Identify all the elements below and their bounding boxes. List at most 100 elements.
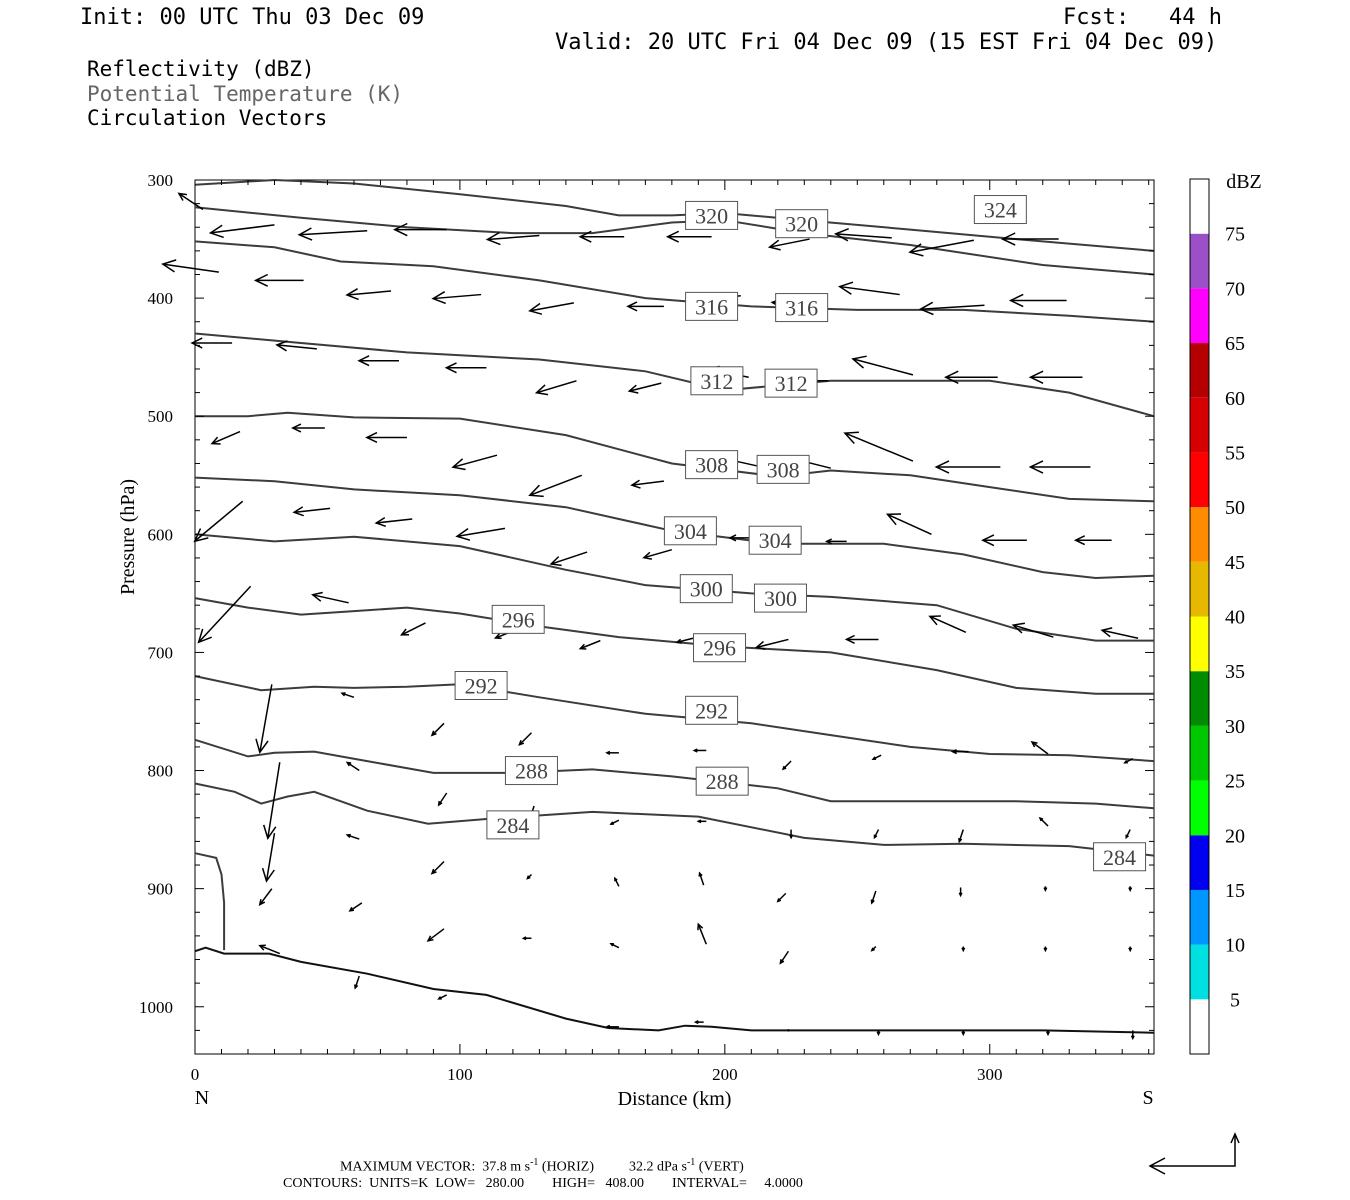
- contour-label-text: 284: [1103, 845, 1136, 870]
- colorbar-segment: [1190, 944, 1209, 1000]
- x-axis: 0 100 200 300 N S Distance (km): [191, 180, 1154, 1110]
- x-end-label-south: S: [1142, 1087, 1153, 1109]
- vector-head: [430, 868, 437, 875]
- vector-shaft: [929, 615, 967, 634]
- vector-head: [958, 837, 963, 844]
- circulation-vector: [534, 380, 577, 396]
- theta-contour-line: [194, 675, 1155, 763]
- vector-shaft: [346, 290, 392, 296]
- contours-info: CONTOURS: UNITS=K LOW= 280.00 HIGH= 408.…: [283, 1176, 803, 1191]
- contour-label: 304: [663, 516, 717, 546]
- circulation-vector: [908, 239, 974, 257]
- forecast-hour: Fcst: 44 h: [1063, 5, 1222, 30]
- circulation-vector: [365, 431, 407, 443]
- vector-head: [1125, 834, 1129, 840]
- max-vector-line: MAXIMUM VECTOR: 37.8 m s-1 (HORIZ) 32.2 …: [340, 1158, 744, 1175]
- circulation-vector: [871, 754, 882, 761]
- vector-head: [851, 355, 867, 369]
- vector-head: [190, 337, 203, 349]
- colorbar-segment: [1190, 999, 1209, 1054]
- vector-head: [258, 944, 266, 951]
- vector-head: [981, 534, 995, 547]
- vector-head: [1028, 370, 1044, 384]
- vector-head: [696, 819, 702, 824]
- circulation-vector: [430, 722, 445, 737]
- contour-label: 320: [775, 209, 829, 239]
- vector-shaft: [887, 513, 932, 536]
- vector-shaft: [580, 639, 601, 650]
- vector-shaft: [839, 285, 900, 296]
- vector-head: [609, 942, 614, 947]
- circulation-vector: [873, 829, 880, 840]
- circulation-vector: [605, 750, 619, 755]
- vector-head: [261, 867, 275, 883]
- circulation-vector: [578, 230, 625, 243]
- contour-label-box: [679, 574, 733, 604]
- y-axis-title: Pressure (hPa): [117, 479, 139, 595]
- circulation-vector: [776, 892, 787, 903]
- vector-shaft: [920, 304, 985, 310]
- circulation-vector: [609, 819, 620, 825]
- contour-label-text: 288: [515, 759, 548, 784]
- theta-contour-line: [194, 178, 1155, 252]
- circulation-vector: [928, 615, 967, 634]
- vector-head: [833, 228, 849, 242]
- contour-label-text: 288: [706, 769, 739, 794]
- colorbar-label: 45: [1225, 552, 1245, 574]
- exp-vert: -1: [686, 1157, 696, 1168]
- vector-shaft: [427, 928, 445, 942]
- vector-head: [430, 730, 437, 737]
- circulation-vector: [258, 888, 273, 906]
- vector-head: [493, 632, 502, 640]
- vector-head: [210, 436, 221, 445]
- x-tick-label: 100: [447, 1065, 473, 1084]
- circulation-vector: [981, 534, 1027, 547]
- circulation-vector: [1123, 758, 1134, 764]
- vector-shaft: [452, 454, 498, 468]
- vector-head: [928, 615, 941, 626]
- vector-shaft: [259, 684, 273, 753]
- contour-label-box: [491, 604, 545, 634]
- circulation-vector: [943, 370, 998, 384]
- circulation-vector: [1038, 816, 1049, 827]
- circulation-vector: [642, 548, 673, 560]
- circulation-vector: [934, 460, 1001, 474]
- colorbar-label: 10: [1225, 935, 1245, 957]
- colorbar-label: 60: [1225, 388, 1245, 410]
- vector-head: [528, 484, 544, 498]
- vector-shaft: [210, 224, 275, 234]
- circulation-vector: [630, 479, 664, 489]
- max-vector-mid: (HORIZ) 32.2 dPa s: [538, 1159, 687, 1175]
- circulation-vector: [431, 291, 482, 305]
- vector-head: [291, 423, 302, 433]
- variable-reflectivity: Reflectivity (dBZ): [87, 57, 315, 81]
- contour-label-text: 324: [984, 198, 1017, 223]
- vector-shaft: [629, 382, 662, 392]
- contour-label-box: [756, 454, 810, 484]
- circulation-vector: [605, 1024, 619, 1029]
- contour-label-text: 296: [502, 607, 535, 632]
- variable-circulation-vectors: Circulation Vectors: [87, 106, 328, 130]
- theta-contour-line: [194, 782, 1155, 857]
- contour-label-box: [753, 583, 807, 613]
- contour-label-text: 312: [775, 371, 808, 396]
- contour-label-box: [695, 766, 749, 796]
- circulation-vector: [1130, 1030, 1135, 1041]
- circulation-vector: [958, 887, 963, 898]
- vector-head: [1043, 947, 1048, 953]
- vector-head: [693, 1020, 699, 1025]
- vector-head: [626, 301, 638, 312]
- vector-head: [255, 738, 269, 754]
- colorbar-label: 50: [1225, 497, 1245, 519]
- theta-contour-line: [194, 738, 1155, 810]
- vector-head: [177, 192, 188, 201]
- vector-head: [526, 875, 531, 880]
- y-tick-label: 900: [148, 880, 174, 899]
- colorbar-label: 5: [1230, 989, 1240, 1011]
- vector-shaft: [438, 792, 448, 806]
- vector-shaft: [777, 892, 787, 902]
- contour-label-text: 308: [695, 453, 728, 478]
- circulation-vector: [837, 281, 900, 296]
- vector-shaft: [518, 732, 532, 746]
- vector-head: [958, 892, 963, 898]
